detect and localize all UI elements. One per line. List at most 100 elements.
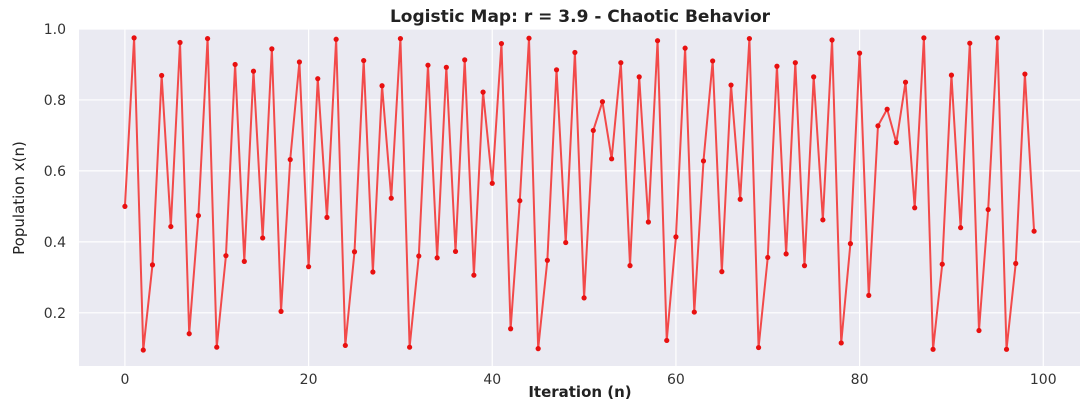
x-tick-label: 20 — [300, 372, 318, 388]
data-point — [122, 203, 128, 209]
data-point — [948, 72, 955, 78]
data-point — [462, 57, 468, 63]
data-point — [416, 253, 422, 259]
x-tick-label: 60 — [667, 372, 685, 388]
chart-title: Logistic Map: r = 3.9 - Chaotic Behavior — [390, 7, 771, 27]
data-point — [1022, 71, 1028, 77]
data-point — [1013, 260, 1019, 267]
y-tick-label: 0.6 — [44, 164, 66, 180]
data-point — [838, 340, 844, 346]
data-point — [443, 64, 449, 70]
data-point — [425, 62, 431, 68]
data-point — [315, 76, 321, 82]
data-point — [361, 57, 367, 64]
data-point — [912, 205, 918, 211]
data-point — [168, 223, 174, 230]
data-point — [572, 49, 578, 56]
x-axis: 0 20 40 60 80 100 — [120, 372, 1056, 388]
data-point — [645, 219, 651, 225]
data-point — [305, 264, 312, 270]
data-point — [811, 74, 817, 80]
y-tick-label: 0.4 — [44, 235, 66, 251]
data-point — [856, 50, 863, 56]
data-point — [434, 255, 440, 261]
data-point — [783, 251, 789, 257]
data-point — [186, 331, 192, 337]
data-point — [370, 269, 376, 275]
data-point — [131, 35, 137, 41]
data-point — [214, 344, 220, 350]
data-point — [517, 198, 523, 204]
data-point — [884, 106, 890, 112]
data-point — [985, 206, 991, 213]
data-point — [1031, 228, 1037, 234]
data-point — [737, 196, 743, 202]
data-point — [526, 35, 532, 41]
y-tick-label: 1.0 — [44, 22, 66, 38]
data-point — [958, 225, 964, 231]
data-point — [673, 234, 679, 240]
data-point — [379, 83, 385, 89]
data-point — [664, 337, 670, 344]
data-point — [654, 38, 661, 44]
data-point — [140, 347, 146, 353]
data-point — [967, 40, 973, 46]
data-point — [535, 346, 541, 352]
data-point — [342, 342, 348, 349]
data-point — [296, 59, 303, 65]
data-point — [746, 35, 752, 42]
data-point — [893, 139, 899, 146]
data-point — [921, 35, 927, 41]
y-axis-label: Population x(n) — [10, 141, 28, 255]
y-tick-label: 0.2 — [44, 306, 66, 322]
data-point — [269, 46, 275, 52]
x-tick-label: 80 — [851, 372, 869, 388]
data-point — [939, 261, 945, 267]
data-point — [976, 327, 982, 334]
data-point — [847, 241, 854, 247]
data-point — [489, 180, 495, 186]
data-point — [994, 35, 1000, 41]
data-point — [351, 249, 358, 255]
data-point — [508, 326, 514, 332]
data-point — [691, 309, 697, 315]
data-point — [710, 58, 716, 64]
y-axis: 0.2 0.4 0.6 0.8 1.0 — [44, 22, 66, 322]
data-point — [829, 37, 835, 43]
data-point — [553, 67, 560, 73]
data-point — [875, 123, 881, 129]
data-point — [397, 35, 404, 42]
data-point — [333, 36, 339, 42]
data-point — [480, 89, 486, 95]
data-point — [755, 344, 762, 351]
data-point — [250, 68, 257, 74]
data-point — [792, 60, 798, 66]
data-point — [204, 35, 211, 42]
data-point — [581, 295, 587, 301]
data-point — [195, 212, 201, 219]
data-point — [544, 257, 550, 263]
data-point — [627, 263, 633, 269]
data-point — [1003, 346, 1010, 352]
data-point — [801, 263, 808, 269]
data-point — [388, 195, 394, 201]
x-tick-label: 40 — [483, 372, 501, 388]
data-point — [820, 217, 826, 223]
y-tick-label: 0.8 — [44, 93, 66, 109]
data-point — [278, 308, 284, 314]
data-point — [728, 82, 734, 88]
data-point — [287, 156, 293, 163]
data-point — [159, 72, 165, 79]
x-tick-label: 0 — [120, 372, 129, 388]
data-point — [719, 269, 725, 275]
data-point — [930, 346, 936, 352]
data-point — [232, 61, 238, 68]
data-point — [177, 39, 183, 46]
series-layer — [122, 35, 1037, 353]
data-point — [241, 258, 247, 264]
data-point — [407, 344, 413, 350]
data-point — [149, 262, 156, 268]
data-point — [902, 79, 909, 85]
data-point — [682, 45, 688, 51]
data-point — [636, 74, 642, 80]
